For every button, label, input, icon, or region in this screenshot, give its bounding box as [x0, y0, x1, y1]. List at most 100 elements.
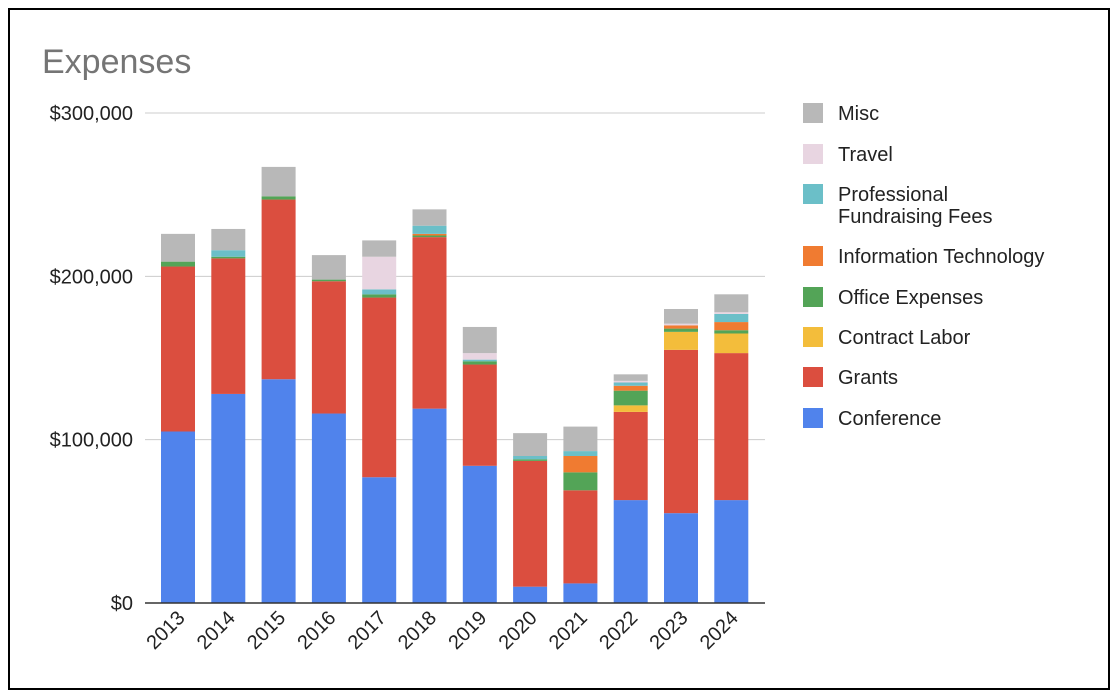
legend-label-travel: Travel — [838, 144, 893, 166]
bar-2017-misc — [362, 240, 397, 257]
bar-2013-conference — [161, 431, 195, 603]
bar-2023-grants — [664, 349, 698, 514]
bar-2019-grants — [462, 364, 497, 466]
bar-2016-grants — [311, 281, 346, 414]
x-tick-label: 2013 — [143, 607, 190, 654]
bar-2017-professional-fundraising-fees — [362, 289, 397, 295]
bar-2020-grants — [513, 460, 548, 587]
bar-2014-conference — [211, 393, 246, 603]
bar-2021-conference — [563, 583, 598, 603]
bar-2023-travel — [664, 323, 698, 326]
bar-2020-office-expenses — [513, 459, 548, 461]
legend-label-information-technology: Information Technology — [838, 246, 1044, 268]
bar-2022-office-expenses — [613, 390, 648, 406]
bar-2024-misc — [714, 294, 749, 313]
legend-label-contract-labor: Contract Labor — [838, 327, 971, 349]
bar-2020-professional-fundraising-fees — [513, 456, 548, 460]
x-tick-label: 2016 — [293, 607, 340, 654]
x-tick-label: 2024 — [696, 607, 743, 654]
legend-swatch-contract-labor — [803, 327, 823, 347]
bar-2020-conference — [513, 586, 548, 603]
bar-2016-conference — [311, 413, 346, 603]
bar-2018-conference — [412, 408, 447, 603]
bar-2019-conference — [462, 465, 497, 603]
legend-swatch-grants — [803, 367, 823, 387]
bar-2023-information-technology — [664, 325, 698, 329]
x-tick-label: 2018 — [394, 607, 441, 654]
legend-swatch-information-technology — [803, 246, 823, 266]
bar-2021-grants — [563, 490, 598, 584]
x-tick-label: 2020 — [495, 607, 542, 654]
bar-2022-information-technology — [613, 385, 648, 391]
bar-2022-misc — [613, 374, 648, 381]
bar-2015-grants — [261, 199, 296, 380]
bar-2022-conference — [613, 500, 648, 603]
legend-swatch-office-expenses — [803, 287, 823, 307]
bar-2023-contract-labor — [664, 331, 698, 350]
bar-2013-office-expenses — [161, 261, 195, 267]
legend-label-grants: Grants — [838, 367, 898, 389]
legend-swatch-conference — [803, 408, 823, 428]
legend-label-misc: Misc — [838, 103, 879, 125]
legend-label-conference: Conference — [838, 408, 941, 430]
bar-2019-travel — [462, 353, 497, 360]
x-tick-label: 2023 — [646, 607, 693, 654]
bar-2016-misc — [311, 255, 346, 280]
bar-2024-contract-labor — [714, 333, 749, 354]
x-tick-label: 2022 — [595, 607, 642, 654]
bar-2015-misc — [261, 166, 296, 197]
bar-2024-conference — [714, 500, 749, 603]
legend-label-professional-fundraising-fees: Fundraising Fees — [838, 206, 993, 228]
bar-2021-office-expenses — [563, 472, 598, 491]
bar-2024-grants — [714, 353, 749, 501]
bar-2018-professional-fundraising-fees — [412, 225, 447, 234]
bar-2023-office-expenses — [664, 328, 698, 332]
bar-2019-professional-fundraising-fees — [462, 359, 497, 362]
y-tick-label: $100,000 — [50, 430, 133, 452]
y-tick-label: $0 — [111, 593, 133, 615]
bar-2020-misc — [513, 433, 548, 456]
bar-2014-grants — [211, 258, 246, 394]
bar-2024-office-expenses — [714, 330, 749, 334]
bar-2022-grants — [613, 411, 648, 501]
chart-title: Expenses — [42, 43, 191, 81]
legend-swatch-misc — [803, 103, 823, 123]
y-tick-label: $200,000 — [50, 266, 133, 288]
bar-2021-misc — [563, 426, 598, 452]
bar-2022-professional-fundraising-fees — [613, 382, 648, 386]
bar-2018-misc — [412, 209, 447, 226]
bar-2023-misc — [664, 309, 698, 324]
bar-2024-travel — [714, 312, 749, 314]
bar-2024-professional-fundraising-fees — [714, 313, 749, 323]
bar-2017-travel — [362, 256, 397, 290]
bar-2015-conference — [261, 379, 296, 603]
bar-2022-contract-labor — [613, 405, 648, 412]
grid-layer — [145, 112, 765, 441]
bar-2014-professional-fundraising-fees — [211, 250, 246, 257]
bar-2018-information-technology — [412, 233, 447, 236]
y-axis: $0 $100,000 $200,000 $300,000 — [50, 103, 133, 615]
bar-2022-travel — [613, 380, 648, 383]
legend-label-office-expenses: Office Expenses — [838, 287, 983, 309]
x-tick-label: 2019 — [444, 607, 491, 654]
x-tick-label: 2021 — [545, 607, 592, 654]
x-tick-label: 2014 — [193, 607, 240, 654]
bar-2018-grants — [412, 237, 447, 409]
bar-2019-office-expenses — [462, 361, 497, 365]
legend-label-professional-fundraising-fees: Professional — [838, 184, 948, 206]
bar-2021-information-technology — [563, 456, 598, 473]
bar-2023-conference — [664, 513, 698, 603]
bar-2013-misc — [161, 233, 195, 262]
bar-2024-information-technology — [714, 322, 749, 331]
bar-2013-grants — [161, 266, 195, 432]
bar-2017-conference — [362, 477, 397, 603]
bar-2017-office-expenses — [362, 294, 397, 298]
bar-2014-office-expenses — [211, 256, 246, 259]
bar-2016-office-expenses — [311, 279, 346, 282]
x-tick-label: 2017 — [344, 607, 391, 654]
bar-2014-misc — [211, 228, 246, 251]
bar-2021-professional-fundraising-fees — [563, 451, 598, 456]
x-tick-label: 2015 — [243, 607, 290, 654]
